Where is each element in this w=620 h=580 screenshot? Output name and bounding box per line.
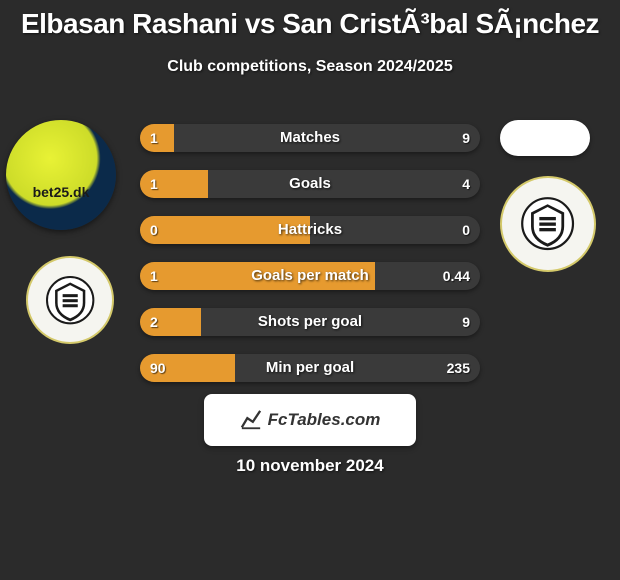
stat-row: 29Shots per goal [140,308,480,336]
shield-icon [45,275,95,325]
player1-avatar: bet25.dk [6,120,116,230]
player1-avatar-label: bet25.dk [6,184,116,200]
team1-badge [26,256,114,344]
stat-row: 10.44Goals per match [140,262,480,290]
shield-icon [520,196,575,251]
stat-right-value: 235 [235,354,480,382]
stat-right-value: 0 [310,216,480,244]
stat-right-value: 9 [201,308,480,336]
stat-left-value: 2 [140,308,201,336]
stat-row: 90235Min per goal [140,354,480,382]
stat-left-value: 0 [140,216,310,244]
stat-row: 19Matches [140,124,480,152]
stat-left-value: 1 [140,262,375,290]
stat-left-value: 90 [140,354,235,382]
stat-left-value: 1 [140,124,174,152]
stats-container: 19Matches 14Goals 00Hattricks 10.44Goals pe… [140,124,480,400]
stat-left-value: 1 [140,170,208,198]
stat-right-value: 9 [174,124,480,152]
page-subtitle: Club competitions, Season 2024/2025 [0,58,620,76]
player2-avatar-placeholder [500,120,590,156]
chart-icon [240,409,262,431]
stat-row: 14Goals [140,170,480,198]
stat-row: 00Hattricks [140,216,480,244]
team2-badge [500,176,596,272]
watermark-text: FcTables.com [268,410,381,430]
stat-right-value: 0.44 [375,262,480,290]
page-title: Elbasan Rashani vs San CristÃ³bal SÃ¡nch… [0,0,620,40]
watermark: FcTables.com [204,394,416,446]
date-text: 10 november 2024 [0,456,620,476]
stat-right-value: 4 [208,170,480,198]
